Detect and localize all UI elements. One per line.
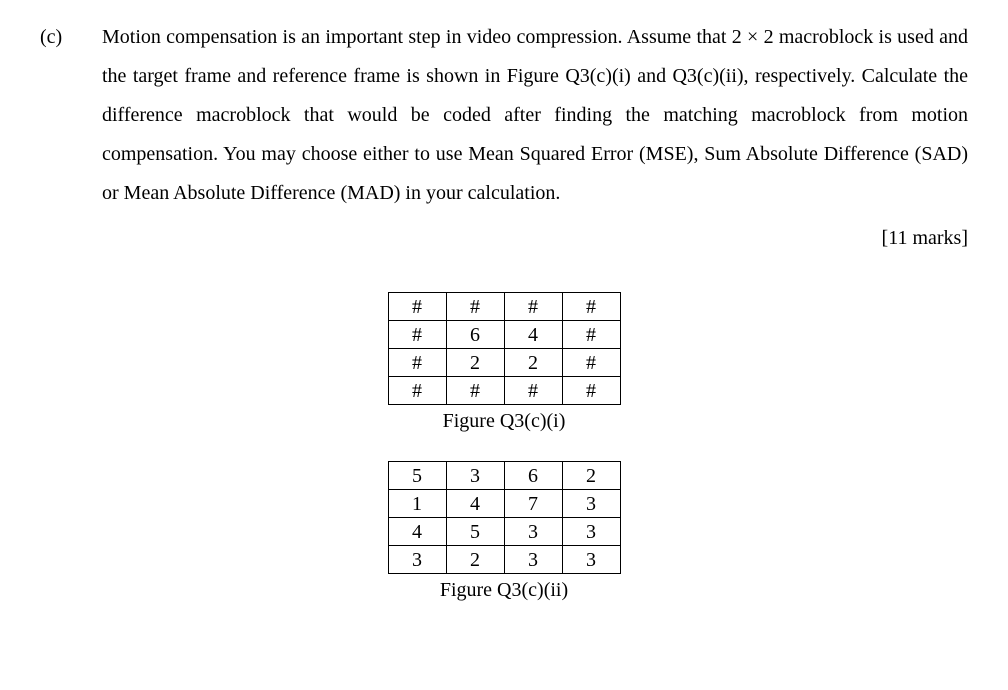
table-row: # # # # bbox=[388, 377, 620, 405]
table-row: 1 4 7 3 bbox=[388, 490, 620, 518]
table-cell: 3 bbox=[562, 518, 620, 546]
table-cell: # bbox=[388, 377, 446, 405]
table-row: # 2 2 # bbox=[388, 349, 620, 377]
figure-2-block: 5 3 6 2 1 4 7 3 4 5 3 3 3 2 3 3 bbox=[40, 461, 968, 630]
table-cell: 4 bbox=[504, 321, 562, 349]
table-cell: 2 bbox=[562, 462, 620, 490]
question-label: (c) bbox=[40, 18, 102, 57]
question-row: (c) Motion compensation is an important … bbox=[40, 18, 968, 258]
table-cell: 2 bbox=[504, 349, 562, 377]
figure-1-grid: # # # # # 6 4 # # 2 2 # # # # # bbox=[388, 292, 621, 405]
question-text: Motion compensation is an important step… bbox=[102, 26, 968, 204]
table-cell: 2 bbox=[446, 546, 504, 574]
figure-1-block: # # # # # 6 4 # # 2 2 # # # # # bbox=[40, 292, 968, 461]
figure-2-caption: Figure Q3(c)(ii) bbox=[440, 576, 568, 604]
table-cell: 3 bbox=[504, 518, 562, 546]
table-cell: # bbox=[562, 293, 620, 321]
table-cell: 3 bbox=[446, 462, 504, 490]
table-cell: # bbox=[388, 293, 446, 321]
table-cell: # bbox=[562, 377, 620, 405]
table-row: 4 5 3 3 bbox=[388, 518, 620, 546]
table-cell: 3 bbox=[562, 490, 620, 518]
table-cell: 5 bbox=[446, 518, 504, 546]
question-marks: [11 marks] bbox=[102, 219, 968, 258]
table-cell: 4 bbox=[388, 518, 446, 546]
table-cell: 7 bbox=[504, 490, 562, 518]
figure-1-caption: Figure Q3(c)(i) bbox=[443, 407, 566, 435]
table-cell: # bbox=[388, 321, 446, 349]
table-cell: 3 bbox=[388, 546, 446, 574]
table-cell: 1 bbox=[388, 490, 446, 518]
table-cell: 3 bbox=[562, 546, 620, 574]
table-cell: # bbox=[446, 293, 504, 321]
table-cell: # bbox=[504, 293, 562, 321]
figures-container: # # # # # 6 4 # # 2 2 # # # # # bbox=[40, 292, 968, 630]
table-cell: # bbox=[446, 377, 504, 405]
table-row: 3 2 3 3 bbox=[388, 546, 620, 574]
table-cell: 3 bbox=[504, 546, 562, 574]
table-row: 5 3 6 2 bbox=[388, 462, 620, 490]
table-row: # 6 4 # bbox=[388, 321, 620, 349]
table-cell: # bbox=[562, 321, 620, 349]
question-body: Motion compensation is an important step… bbox=[102, 18, 968, 258]
table-cell: # bbox=[504, 377, 562, 405]
table-cell: # bbox=[388, 349, 446, 377]
table-cell: 6 bbox=[504, 462, 562, 490]
table-cell: 6 bbox=[446, 321, 504, 349]
table-cell: # bbox=[562, 349, 620, 377]
table-cell: 5 bbox=[388, 462, 446, 490]
table-cell: 2 bbox=[446, 349, 504, 377]
figure-2-grid: 5 3 6 2 1 4 7 3 4 5 3 3 3 2 3 3 bbox=[388, 461, 621, 574]
table-cell: 4 bbox=[446, 490, 504, 518]
table-row: # # # # bbox=[388, 293, 620, 321]
